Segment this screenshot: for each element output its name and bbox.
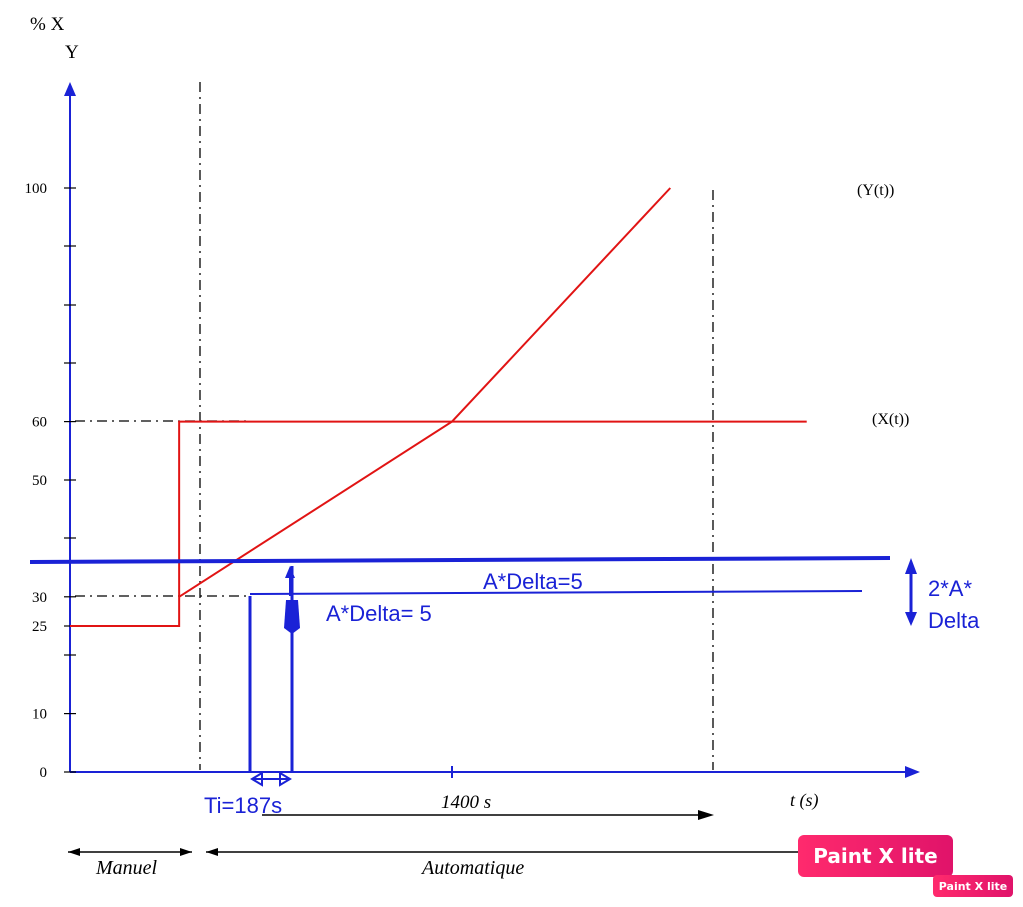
band-lower-line [249, 590, 863, 595]
y-tick-label: 30 [32, 590, 47, 606]
x-mark-label: 1400 s [441, 792, 491, 813]
series-group [70, 187, 807, 627]
minor-ticks [64, 245, 76, 656]
y-tick-label: 60 [32, 415, 47, 431]
x-axis-arrow [905, 766, 920, 778]
series-line-1 [70, 420, 807, 627]
series-label-x: (X(t)) [872, 411, 909, 428]
mode-manual-label: Manuel [95, 857, 158, 879]
band-label-line1: 2*A* [928, 576, 972, 601]
y-tick-label: 50 [32, 473, 47, 489]
series-label-y: (Y(t)) [857, 182, 894, 199]
band-upper-line [29, 556, 891, 564]
y-axis-title-line1: % X [30, 14, 65, 35]
y-tick-label: 25 [32, 619, 47, 635]
ti-blob [284, 600, 300, 634]
y-tick-label: 100 [25, 181, 48, 197]
x-axis-title: t (s) [790, 790, 819, 811]
watermark-badge-small: Paint X lite [933, 875, 1013, 897]
ti-label: Ti=187s [204, 793, 282, 818]
y-tick-label: 10 [32, 707, 47, 723]
delta-annotations [29, 556, 917, 787]
y-axis-arrow [64, 82, 76, 96]
mode-auto-label: Automatique [420, 857, 524, 879]
y-tick-labels: 0 10 25 30 50 60 100 [25, 181, 76, 781]
y-axis-title-line2: Y [65, 42, 79, 63]
guide-lines [75, 82, 714, 770]
delta-upper-label: A*Delta=5 [483, 569, 583, 594]
band-label-line2: Delta [928, 608, 980, 633]
delta-lower-label: A*Delta= 5 [326, 601, 432, 626]
series-line-0 [178, 187, 672, 598]
y-tick-label: 0 [40, 765, 48, 781]
watermark-badge-large: Paint X lite [798, 835, 953, 877]
